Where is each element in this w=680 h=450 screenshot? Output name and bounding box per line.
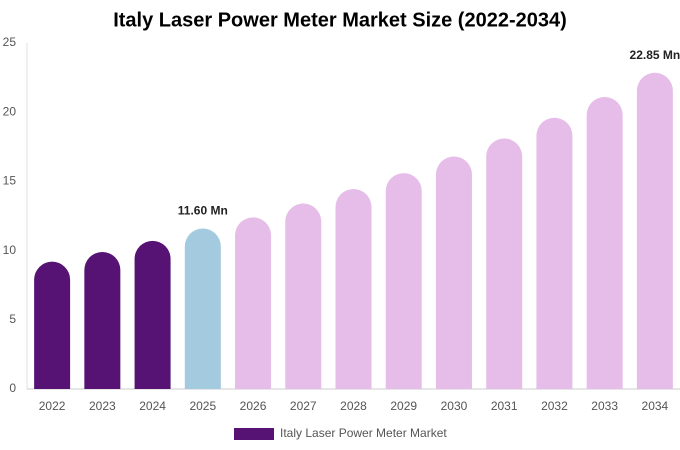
- x-tick-label: 2029: [390, 399, 417, 413]
- value-label: 22.85 Mn: [630, 48, 680, 62]
- x-tick-label: 2023: [89, 399, 116, 413]
- x-tick-label: 2025: [189, 399, 216, 413]
- x-tick-label: 2026: [240, 399, 267, 413]
- bar: [184, 228, 221, 389]
- legend-label: Italy Laser Power Meter Market: [280, 426, 447, 440]
- x-tick-label: 2033: [591, 399, 618, 413]
- y-tick-label: 0: [9, 381, 16, 395]
- bar: [486, 138, 523, 389]
- bar: [636, 72, 673, 390]
- y-tick-label: 25: [3, 35, 17, 49]
- bar: [134, 240, 171, 389]
- x-tick-label: 2030: [441, 399, 468, 413]
- bar: [34, 261, 71, 389]
- bar: [586, 96, 623, 389]
- x-tick-label: 2031: [491, 399, 518, 413]
- x-tick-label: 2034: [642, 399, 669, 413]
- x-tick-label: 2032: [541, 399, 568, 413]
- y-tick-label: 15: [3, 174, 17, 188]
- value-label: 11.60 Mn: [178, 204, 228, 218]
- y-tick-label: 10: [3, 243, 17, 257]
- bar: [435, 156, 472, 389]
- bar: [385, 173, 422, 389]
- bar: [84, 251, 121, 389]
- x-tick-label: 2027: [290, 399, 317, 413]
- x-tick-label: 2024: [139, 399, 166, 413]
- bar: [335, 189, 372, 389]
- x-tick-label: 2022: [39, 399, 66, 413]
- x-tick-label: 2028: [340, 399, 367, 413]
- y-tick-label: 5: [9, 312, 16, 326]
- legend-swatch: [234, 428, 274, 440]
- bar: [235, 217, 272, 389]
- chart-title: Italy Laser Power Meter Market Size (202…: [113, 9, 567, 31]
- bar: [285, 203, 322, 389]
- bar: [536, 117, 573, 389]
- y-tick-label: 20: [3, 104, 17, 118]
